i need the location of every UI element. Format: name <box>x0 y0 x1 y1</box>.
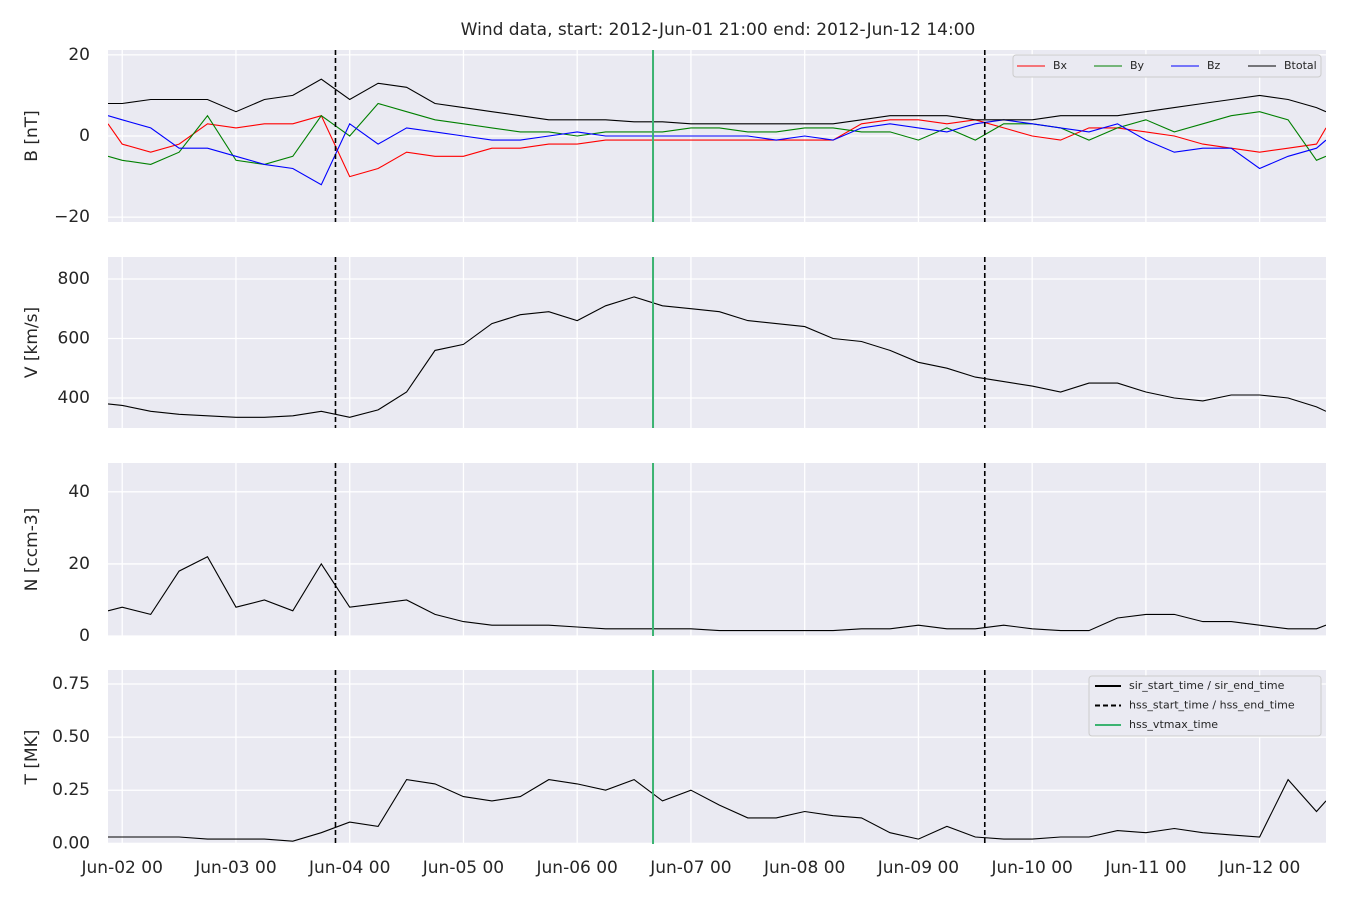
x-tick-label: Jun-05 00 <box>422 858 504 878</box>
x-tick-label: Jun-11 00 <box>1104 858 1186 878</box>
y-tick-label: 0.50 <box>52 727 90 747</box>
chart-title: Wind data, start: 2012-Jun-01 21:00 end:… <box>461 20 976 40</box>
legend-label: Btotal <box>1284 59 1317 72</box>
x-tick-label: Jun-09 00 <box>877 858 959 878</box>
data-line <box>108 115 1326 186</box>
y-axis-label: T [MK] <box>22 730 42 786</box>
x-tick-label: Jun-02 00 <box>81 858 163 878</box>
y-tick-label: 600 <box>58 328 90 348</box>
y-tick-label: 0.25 <box>52 780 90 800</box>
y-tick-label: 400 <box>58 388 90 408</box>
y-tick-label: 0 <box>79 626 90 646</box>
legend-label: hss_start_time / hss_end_time <box>1129 699 1295 712</box>
y-tick-label: 20 <box>68 554 90 574</box>
legend-label: sir_start_time / sir_end_time <box>1129 679 1285 692</box>
data-line <box>108 296 1326 418</box>
y-tick-label: −20 <box>54 207 90 227</box>
y-tick-label: 40 <box>68 482 90 502</box>
x-tick-label: Jun-06 00 <box>536 858 618 878</box>
legend-box <box>1012 54 1322 78</box>
y-axis-label: V [km/s] <box>22 307 42 378</box>
x-tick-label: Jun-03 00 <box>194 858 276 878</box>
data-line <box>108 778 1326 842</box>
x-tick-label: Jun-08 00 <box>763 858 845 878</box>
data-line <box>108 102 1326 165</box>
legend-label: By <box>1130 59 1145 72</box>
y-tick-label: 0.75 <box>52 674 90 694</box>
data-line <box>108 115 1326 178</box>
data-line <box>108 78 1326 125</box>
x-tick-label: Jun-07 00 <box>649 858 731 878</box>
x-tick-label: Jun-04 00 <box>308 858 390 878</box>
data-line <box>108 555 1326 632</box>
y-tick-label: 0 <box>79 126 90 146</box>
y-tick-label: 800 <box>58 269 90 289</box>
x-tick-label: Jun-10 00 <box>990 858 1072 878</box>
y-axis-label: B [nT] <box>22 110 42 162</box>
y-tick-label: 20 <box>68 45 90 65</box>
y-axis-label: N [ccm-3] <box>22 508 42 592</box>
legend-box <box>1088 675 1322 737</box>
legend-label: hss_vtmax_time <box>1129 718 1218 731</box>
x-tick-label: Jun-12 00 <box>1218 858 1300 878</box>
plot-background <box>108 257 1326 428</box>
legend-label: Bx <box>1053 59 1068 72</box>
y-tick-label: 0.00 <box>52 833 90 853</box>
legend-label: Bz <box>1207 59 1221 72</box>
